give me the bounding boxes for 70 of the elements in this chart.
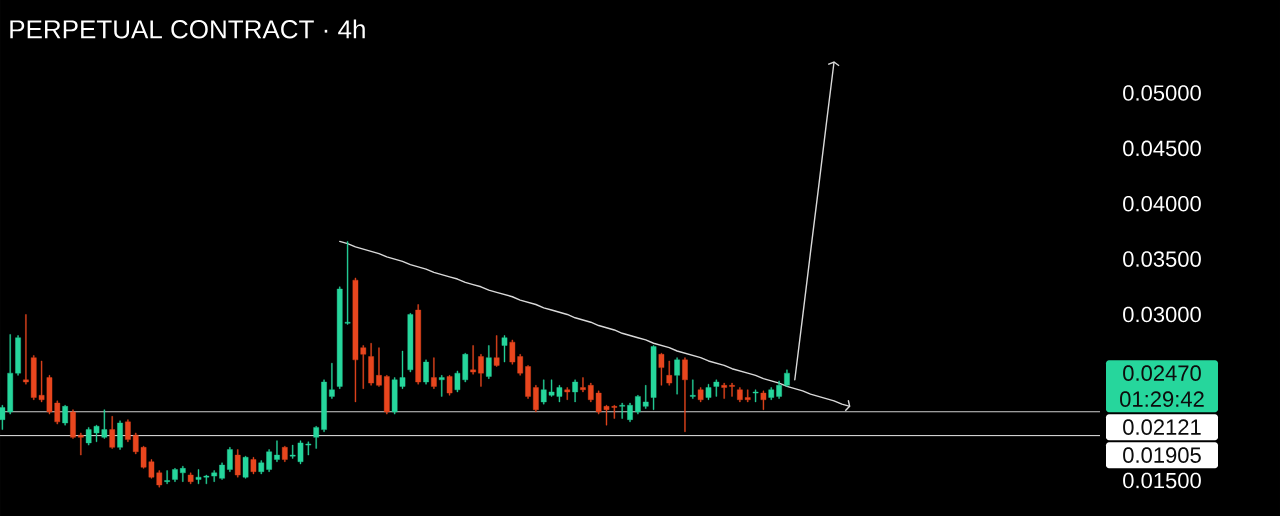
y-tick-label: 0.03500	[1123, 251, 1201, 267]
y-tick-label: 0.04000	[1123, 195, 1201, 212]
candlestick	[470, 345, 476, 375]
candlestick	[250, 457, 257, 475]
candlestick	[172, 468, 178, 482]
candlestick	[227, 447, 233, 472]
candlestick	[329, 362, 335, 399]
candlestick	[619, 402, 625, 419]
candlestick	[486, 345, 492, 379]
candlestick	[415, 304, 421, 385]
text: 01:29:42	[1120, 391, 1204, 407]
candlestick	[446, 375, 453, 396]
candlestick	[180, 465, 186, 482]
candlestick	[752, 389, 759, 403]
candlestick	[697, 387, 704, 403]
candlestick	[776, 380, 782, 399]
y-tick-label: 0.03000	[1123, 306, 1201, 323]
candlestick	[321, 379, 327, 433]
text: PERPETUAL CONTRACT · 4h	[10, 19, 365, 39]
candlestick	[721, 382, 727, 399]
candlestick	[501, 335, 508, 363]
candlestick	[674, 357, 680, 395]
candlestick	[242, 455, 249, 479]
candlestick	[219, 462, 225, 480]
candlestick	[729, 382, 735, 397]
candlestick	[666, 360, 673, 386]
candlestick	[768, 387, 775, 400]
candlestick	[431, 357, 437, 389]
candlestick	[274, 440, 280, 462]
candlestick	[117, 420, 123, 450]
candlestick	[493, 335, 500, 367]
ref-line-label: 0.01905	[1123, 447, 1201, 463]
candlestick	[713, 379, 720, 397]
candlestick	[407, 313, 414, 373]
candlestick	[376, 347, 382, 387]
candlestick	[650, 345, 657, 410]
candlestick	[62, 405, 68, 426]
candlestick	[533, 385, 539, 413]
candlestick	[784, 369, 790, 387]
candlestick	[690, 379, 696, 399]
candlestick	[658, 353, 665, 386]
candlestick	[580, 377, 586, 393]
candlestick	[187, 472, 194, 485]
candlestick	[368, 343, 374, 386]
text: 0.02470	[1123, 365, 1201, 381]
candlestick	[525, 365, 531, 399]
candlestick	[313, 426, 319, 449]
y-tick-label: 0.04500	[1123, 140, 1201, 157]
candlestick	[164, 470, 170, 485]
candlestick	[282, 446, 288, 462]
candlestick	[70, 409, 76, 439]
candlestick	[438, 375, 445, 397]
candlestick	[384, 375, 390, 415]
candlestick	[564, 387, 571, 400]
candlestick	[760, 390, 767, 410]
candlestick	[78, 432, 84, 456]
candlestick	[23, 314, 29, 385]
candlestick	[478, 354, 484, 387]
candlestick	[423, 359, 429, 385]
candlestick	[15, 335, 21, 376]
y-tick-label: 0.01500	[1123, 472, 1201, 489]
candlestick	[125, 419, 131, 442]
candlestick	[682, 357, 688, 433]
candlestick	[234, 449, 241, 478]
candlestick	[572, 379, 578, 403]
y-tick-label: 0.05000	[1123, 85, 1201, 101]
candlestick	[109, 416, 115, 449]
candlestick	[627, 402, 633, 423]
ref-line-label: 0.02121	[1123, 419, 1201, 435]
candlestick	[705, 384, 712, 400]
